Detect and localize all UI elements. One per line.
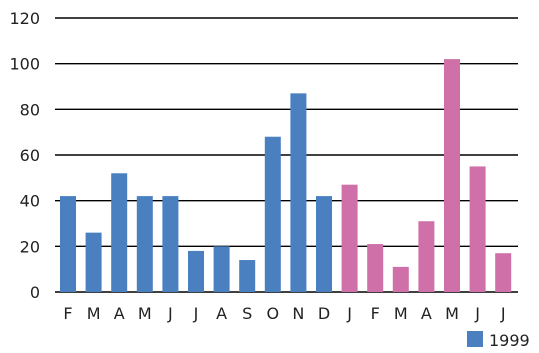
- bar-4: [162, 196, 179, 292]
- x-tick-label-5: J: [193, 304, 199, 323]
- x-tick-label-8: O: [267, 304, 280, 323]
- x-tick-label-11: J: [346, 304, 352, 323]
- bar-17: [495, 253, 512, 292]
- bar-3: [136, 196, 153, 292]
- bar-12: [367, 244, 384, 292]
- x-tick-label-0: F: [63, 304, 72, 323]
- bar-11: [341, 184, 358, 292]
- bar-9: [290, 93, 307, 292]
- bar-5: [188, 250, 204, 292]
- x-tick-label-14: A: [421, 304, 432, 323]
- bar-1: [85, 232, 102, 292]
- x-tick-label-16: J: [474, 304, 480, 323]
- y-tick-label: 60: [20, 146, 40, 165]
- x-tick-label-4: J: [167, 304, 173, 323]
- bar-13: [392, 266, 409, 292]
- bars: [60, 59, 512, 292]
- x-tick-label-2: A: [114, 304, 125, 323]
- bar-7: [239, 260, 256, 292]
- x-tick-label-12: F: [371, 304, 380, 323]
- y-tick-label: 20: [20, 237, 40, 256]
- y-tick-label: 120: [9, 9, 40, 28]
- bar-14: [418, 221, 435, 292]
- bar-15: [444, 59, 460, 292]
- x-tick-label-17: J: [500, 304, 506, 323]
- bar-10: [316, 196, 332, 292]
- x-tick-label-9: N: [292, 304, 304, 323]
- y-tick-label: 100: [9, 55, 40, 74]
- y-axis-tick-labels: 0 20 40 60 80 100 120: [9, 9, 40, 302]
- legend-label-1999: 1999: [489, 331, 530, 350]
- x-tick-label-3: M: [138, 304, 152, 323]
- legend: 1999: [467, 331, 530, 350]
- y-tick-label: 80: [20, 100, 40, 119]
- x-tick-label-1: M: [87, 304, 101, 323]
- bar-2: [111, 173, 128, 292]
- legend-swatch-1999: [467, 331, 483, 347]
- gridlines: [55, 17, 518, 293]
- bar-16: [469, 166, 486, 292]
- x-tick-label-13: M: [394, 304, 408, 323]
- x-tick-label-7: S: [242, 304, 252, 323]
- bar-8: [264, 136, 281, 292]
- x-tick-label-10: D: [318, 304, 330, 323]
- bar-6: [213, 246, 230, 292]
- bar-0: [60, 196, 76, 292]
- y-tick-label: 40: [20, 192, 40, 211]
- x-tick-label-6: A: [216, 304, 227, 323]
- x-tick-label-15: M: [445, 304, 459, 323]
- y-tick-label: 0: [30, 283, 40, 302]
